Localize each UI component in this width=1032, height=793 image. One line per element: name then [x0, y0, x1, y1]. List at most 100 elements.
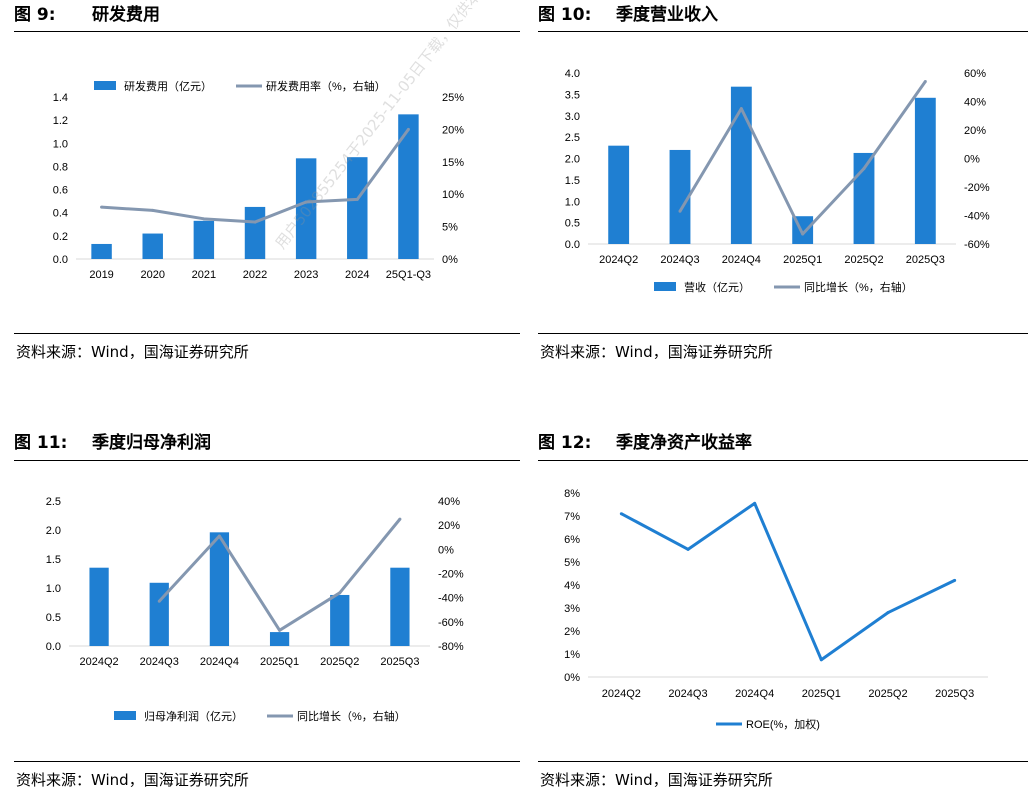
bar — [730, 86, 752, 245]
y-tick-label: 1.5 — [46, 554, 61, 566]
x-tick-label: 2022 — [243, 269, 267, 281]
y-tick-label: 0% — [564, 672, 580, 684]
y2-tick-label: -60% — [964, 239, 990, 251]
x-tick-label: 2024Q3 — [140, 656, 179, 668]
figure-9-title-text: 研发费用 — [92, 5, 160, 25]
x-tick-label: 2024 — [345, 269, 369, 281]
figure-10-title-text: 季度营业收入 — [616, 5, 718, 25]
figure-12-number: 图 12: — [538, 433, 592, 453]
x-tick-label: 2024Q3 — [660, 254, 699, 266]
figure-12-source: 资料来源：Wind，国海证券研究所 — [540, 771, 773, 789]
figure-9-top-rule — [14, 31, 520, 32]
y-tick-label: 2.5 — [46, 496, 61, 508]
bar — [669, 149, 691, 244]
y-tick-label: 1.0 — [53, 138, 68, 150]
y-tick-label: 5% — [564, 557, 580, 569]
y-tick-label: 2.5 — [565, 132, 580, 144]
bar — [608, 145, 630, 244]
y-tick-label: 0.0 — [53, 254, 68, 266]
figure-12-top-rule — [538, 460, 1028, 461]
y-tick-label: 1.0 — [46, 583, 61, 595]
x-tick-label: 2020 — [140, 269, 164, 281]
legend-label: 营收（亿元） — [684, 280, 750, 294]
chart-quarterly-net-profit: 0.0 0.5 1.0 1.5 2.0 2.5 -80% -60% -40% -20% 0% 20% 4… — [46, 496, 464, 723]
figure-12-title-text: 季度净资产收益率 — [616, 433, 752, 453]
x-tick-label: 2021 — [192, 269, 216, 281]
y2-tick-label: 40% — [438, 496, 460, 508]
figure-10-top-rule — [538, 31, 1028, 32]
y2-tick-label: 40% — [964, 97, 986, 109]
x-tick-label: 2024Q4 — [722, 254, 761, 266]
legend-label: 同比增长（%，右轴） — [804, 280, 913, 294]
series-line — [678, 80, 927, 236]
bar — [244, 206, 266, 259]
x-tick-label: 2025Q1 — [802, 688, 841, 700]
line-point — [151, 208, 155, 212]
x-tick-label: 2025Q1 — [260, 656, 299, 668]
figure-10-number: 图 10: — [538, 5, 592, 25]
y-tick-label: 6% — [564, 534, 580, 546]
figure-9-bottom-rule — [14, 333, 520, 334]
y2-tick-label: 20% — [442, 124, 464, 136]
line-point — [619, 512, 623, 516]
line-point — [398, 517, 402, 521]
chart-quarterly-revenue: 0.0 0.5 1.0 1.5 2.0 2.5 3.0 3.5 4.0 -60% -40% -20% 0… — [565, 68, 990, 294]
legend-label: 同比增长（%，右轴） — [297, 709, 406, 723]
bar — [142, 233, 163, 259]
figure-10-title: 图 10: 季度营业收入 — [538, 0, 718, 30]
x-tick-label: 2025Q1 — [783, 254, 822, 266]
x-tick-label: 2024Q4 — [200, 656, 239, 668]
figure-10-source: 资料来源：Wind，国海证券研究所 — [540, 343, 773, 361]
x-tick-label: 2024Q2 — [599, 254, 638, 266]
y2-tick-label: 0% — [442, 254, 458, 266]
line-point — [338, 591, 342, 595]
x-tick-label: 2025Q2 — [844, 254, 883, 266]
line-point — [304, 200, 308, 204]
line-point — [355, 197, 359, 201]
y-tick-label: 8% — [564, 488, 580, 500]
figure-11-number: 图 11: — [14, 433, 68, 453]
x-tick-label: 2025Q3 — [935, 688, 974, 700]
y-tick-label: 0.6 — [53, 185, 68, 197]
y-tick-label: 3.0 — [565, 111, 580, 123]
y2-tick-label: 10% — [442, 189, 464, 201]
legend-bar-swatch — [114, 711, 136, 720]
line-point — [406, 127, 410, 131]
y2-tick-label: 20% — [438, 520, 460, 532]
y-tick-label: 1.2 — [53, 115, 68, 127]
y-tick-label: 0.0 — [565, 239, 580, 251]
x-tick-label: 2025Q3 — [380, 656, 419, 668]
y2-tick-label: -20% — [438, 569, 464, 581]
y2-tick-label: -20% — [964, 182, 990, 194]
series-line — [620, 501, 956, 662]
x-tick-label: 2024Q4 — [735, 688, 774, 700]
y-tick-label: 0.0 — [46, 641, 61, 653]
x-tick-label: 25Q1-Q3 — [386, 269, 431, 281]
line-point — [953, 578, 957, 582]
y-tick-label: 4.0 — [565, 68, 580, 80]
y-tick-label: 1.0 — [565, 196, 580, 208]
bar — [347, 157, 368, 259]
x-tick-label: 2024Q2 — [602, 688, 641, 700]
y2-tick-label: 5% — [442, 222, 458, 234]
line-point — [278, 628, 282, 632]
line-point — [739, 107, 743, 111]
figure-10-bottom-rule — [538, 333, 1028, 334]
y2-tick-label: 20% — [964, 125, 986, 137]
bar — [91, 243, 112, 259]
x-tick-label: 2023 — [294, 269, 318, 281]
y2-tick-label: 25% — [442, 92, 464, 104]
y-tick-label: 0.5 — [565, 218, 580, 230]
figure-12-bottom-rule — [538, 761, 1028, 762]
line-point — [819, 658, 823, 662]
bar — [209, 532, 230, 646]
bar — [295, 158, 317, 259]
figure-11-bottom-rule — [14, 761, 520, 762]
chart-quarterly-roe: 0% 1% 2% 3% 4% 5% 6% 7% 8% 2024Q2 2024Q3 2024Q4 2025… — [564, 488, 988, 731]
x-tick-label: 2025Q2 — [320, 656, 359, 668]
figure-11-top-rule — [14, 460, 520, 461]
y-tick-label: 2.0 — [565, 154, 580, 166]
legend-label: 研发费用率（%，右轴） — [266, 79, 386, 93]
legend-label: ROE(%，加权) — [746, 718, 820, 731]
legend-label: 研发费用（亿元） — [124, 79, 212, 93]
